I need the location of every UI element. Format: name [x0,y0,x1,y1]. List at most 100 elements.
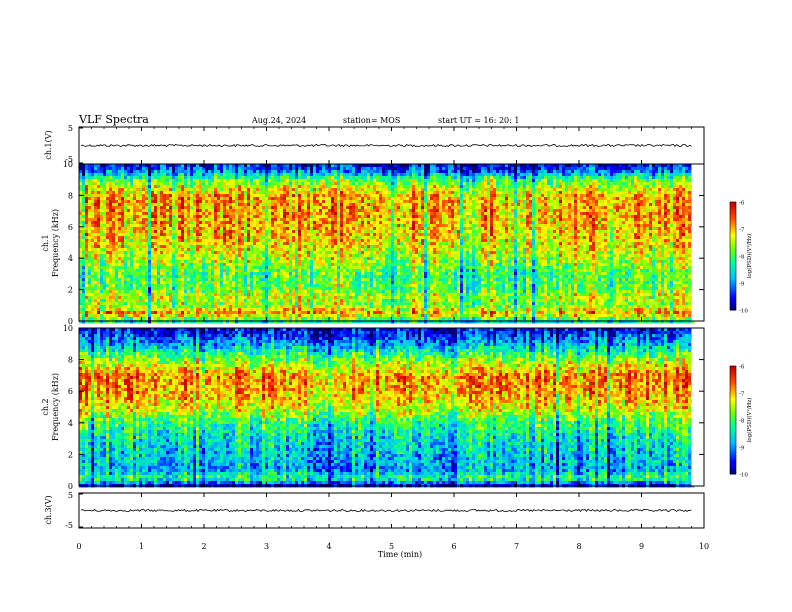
ch1-spec-cell-75-39 [304,281,308,285]
ch1-spec-cell-6-52 [97,320,101,324]
ch1-spec-cell-61-43 [262,293,266,297]
ch1-spec-cell-24-35 [151,269,155,273]
ch1-spec-cell-0-34 [79,266,83,270]
ch1-spec-cell-74-19 [301,221,305,225]
ch1-spec-cell-1-15 [82,209,86,213]
ch1-spec-cell-64-41 [271,287,275,291]
ch1-spec-cell-52-10 [235,194,239,198]
ch1-spec-cell-86-24 [337,236,341,240]
ch1-spec-cell-17-5 [130,179,134,183]
ch1-spec-cell-37-40 [190,284,194,288]
ch1-spec-cell-34-40 [181,284,185,288]
ch1-spec-cell-78-19 [313,221,317,225]
ch1-spec-cell-22-26 [145,242,149,246]
ch1-spec-cell-93-38 [358,278,362,282]
ch1-spec-cell-84-11 [331,197,335,201]
ch1-spec-cell-68-37 [283,275,287,279]
ch1-spec-cell-73-45 [298,299,302,303]
ch1-spec-cell-22-46 [145,302,149,306]
ch1-spec-cell-65-2 [274,170,278,174]
ch1-spec-cell-38-37 [193,275,197,279]
ch1-spec-cell-54-17 [241,215,245,219]
ch1-spec-cell-13-42 [118,290,122,294]
ch1-spec-cell-75-18 [304,218,308,222]
ch1-spec-cell-29-1 [166,167,170,171]
ch1-spec-cell-87-2 [340,170,344,174]
ch1-spec-cell-9-36 [106,272,110,276]
ch1-spec-cell-67-46 [280,302,284,306]
ch1-spec-cell-75-26 [304,242,308,246]
ch1-spec-cell-58-25 [253,239,257,243]
ch1-spec-cell-69-17 [286,215,290,219]
ch1-spec-cell-53-8 [238,188,242,192]
ch1-spec-cell-82-1 [325,167,329,171]
ch1-spec-cell-51-6 [232,182,236,186]
ch1-spec-cell-34-19 [181,221,185,225]
ch1-spec-cell-40-36 [199,272,203,276]
ch1-spec-cell-69-22 [286,230,290,234]
ch1-spec-cell-71-50 [292,314,296,318]
ch1-spec-cell-19-0 [136,164,140,168]
ch1-spec-cell-47-11 [220,197,224,201]
ch1-spec-cell-34-46 [181,302,185,306]
ch1-spec-cell-71-5 [292,179,296,183]
ch1-spec-cell-47-38 [220,278,224,282]
ch1-spec-cell-47-37 [220,275,224,279]
ch1-spec-cell-70-7 [289,185,293,189]
ch1-spec-cell-67-34 [280,266,284,270]
ch1-spec-cell-2-32 [85,260,89,264]
ch1-spec-cell-14-25 [121,239,125,243]
ch1-spec-cell-20-50 [139,314,143,318]
ch1-spec-cell-19-36 [136,272,140,276]
ch1-spec-cell-14-29 [121,251,125,255]
ch1-spec-cell-33-39 [178,281,182,285]
ch1-spec-cell-81-39 [322,281,326,285]
ch1-spec-cell-13-13 [118,203,122,207]
ch1-spec-cell-58-31 [253,257,257,261]
ch1-spec-cell-60-13 [259,203,263,207]
ch1-spec-cell-16-37 [127,275,131,279]
ch1-spec-cell-59-48 [256,308,260,312]
ch1-spec-cell-10-52 [109,320,113,324]
ch1-spec-cell-78-34 [313,266,317,270]
ch1-spec-cell-34-4 [181,176,185,180]
ch1-spec-cell-18-5 [133,179,137,183]
ch1-spec-cell-4-40 [91,284,95,288]
ch1-spec-cell-10-7 [109,185,113,189]
ch1-spec-cell-85-10 [334,194,338,198]
ch1-spec-cell-70-38 [289,278,293,282]
ch1-spec-cell-38-48 [193,308,197,312]
ch1-spec-cell-46-28 [217,248,221,252]
ch1-spec-cell-20-39 [139,281,143,285]
ch1-spec-cell-39-48 [196,308,200,312]
ch1-spec-cell-89-10 [346,194,350,198]
ch1-spec-cell-2-46 [85,302,89,306]
ch1-spec-cell-67-25 [280,239,284,243]
ch1-spec-cell-27-46 [160,302,164,306]
ch1-spec-cell-29-39 [166,281,170,285]
ch1-spec-cell-80-0 [319,164,323,168]
ch1-spec-cell-93-9 [358,191,362,195]
ch1-spec-cell-48-30 [223,254,227,258]
ch1-spec-cell-91-7 [352,185,356,189]
ch1-spec-cell-42-22 [205,230,209,234]
ch1-spec-cell-81-2 [322,170,326,174]
ch1-spec-cell-49-6 [226,182,230,186]
ch1-spec-cell-43-32 [208,260,212,264]
ch1-spec-cell-53-33 [238,263,242,267]
ch1-spec-cell-84-3 [331,173,335,177]
ch1-spec-cell-80-19 [319,221,323,225]
ch1-spec-cell-50-37 [229,275,233,279]
ch1-spec-cell-52-24 [235,236,239,240]
ch1-spec-cell-53-38 [238,278,242,282]
ch1-spec-cell-81-37 [322,275,326,279]
ch1-spec-cell-64-35 [271,269,275,273]
ch1-spec-cell-0-13 [79,203,83,207]
ch1-spec-cell-77-38 [310,278,314,282]
ch1-spec-cell-44-3 [211,173,215,177]
ch1-spec-cell-93-2 [358,170,362,174]
ch1-spec-cell-42-12 [205,200,209,204]
ch1-spec-cell-82-24 [325,236,329,240]
ch1-spec-cell-36-26 [187,242,191,246]
ch1-spec-cell-44-41 [211,287,215,291]
